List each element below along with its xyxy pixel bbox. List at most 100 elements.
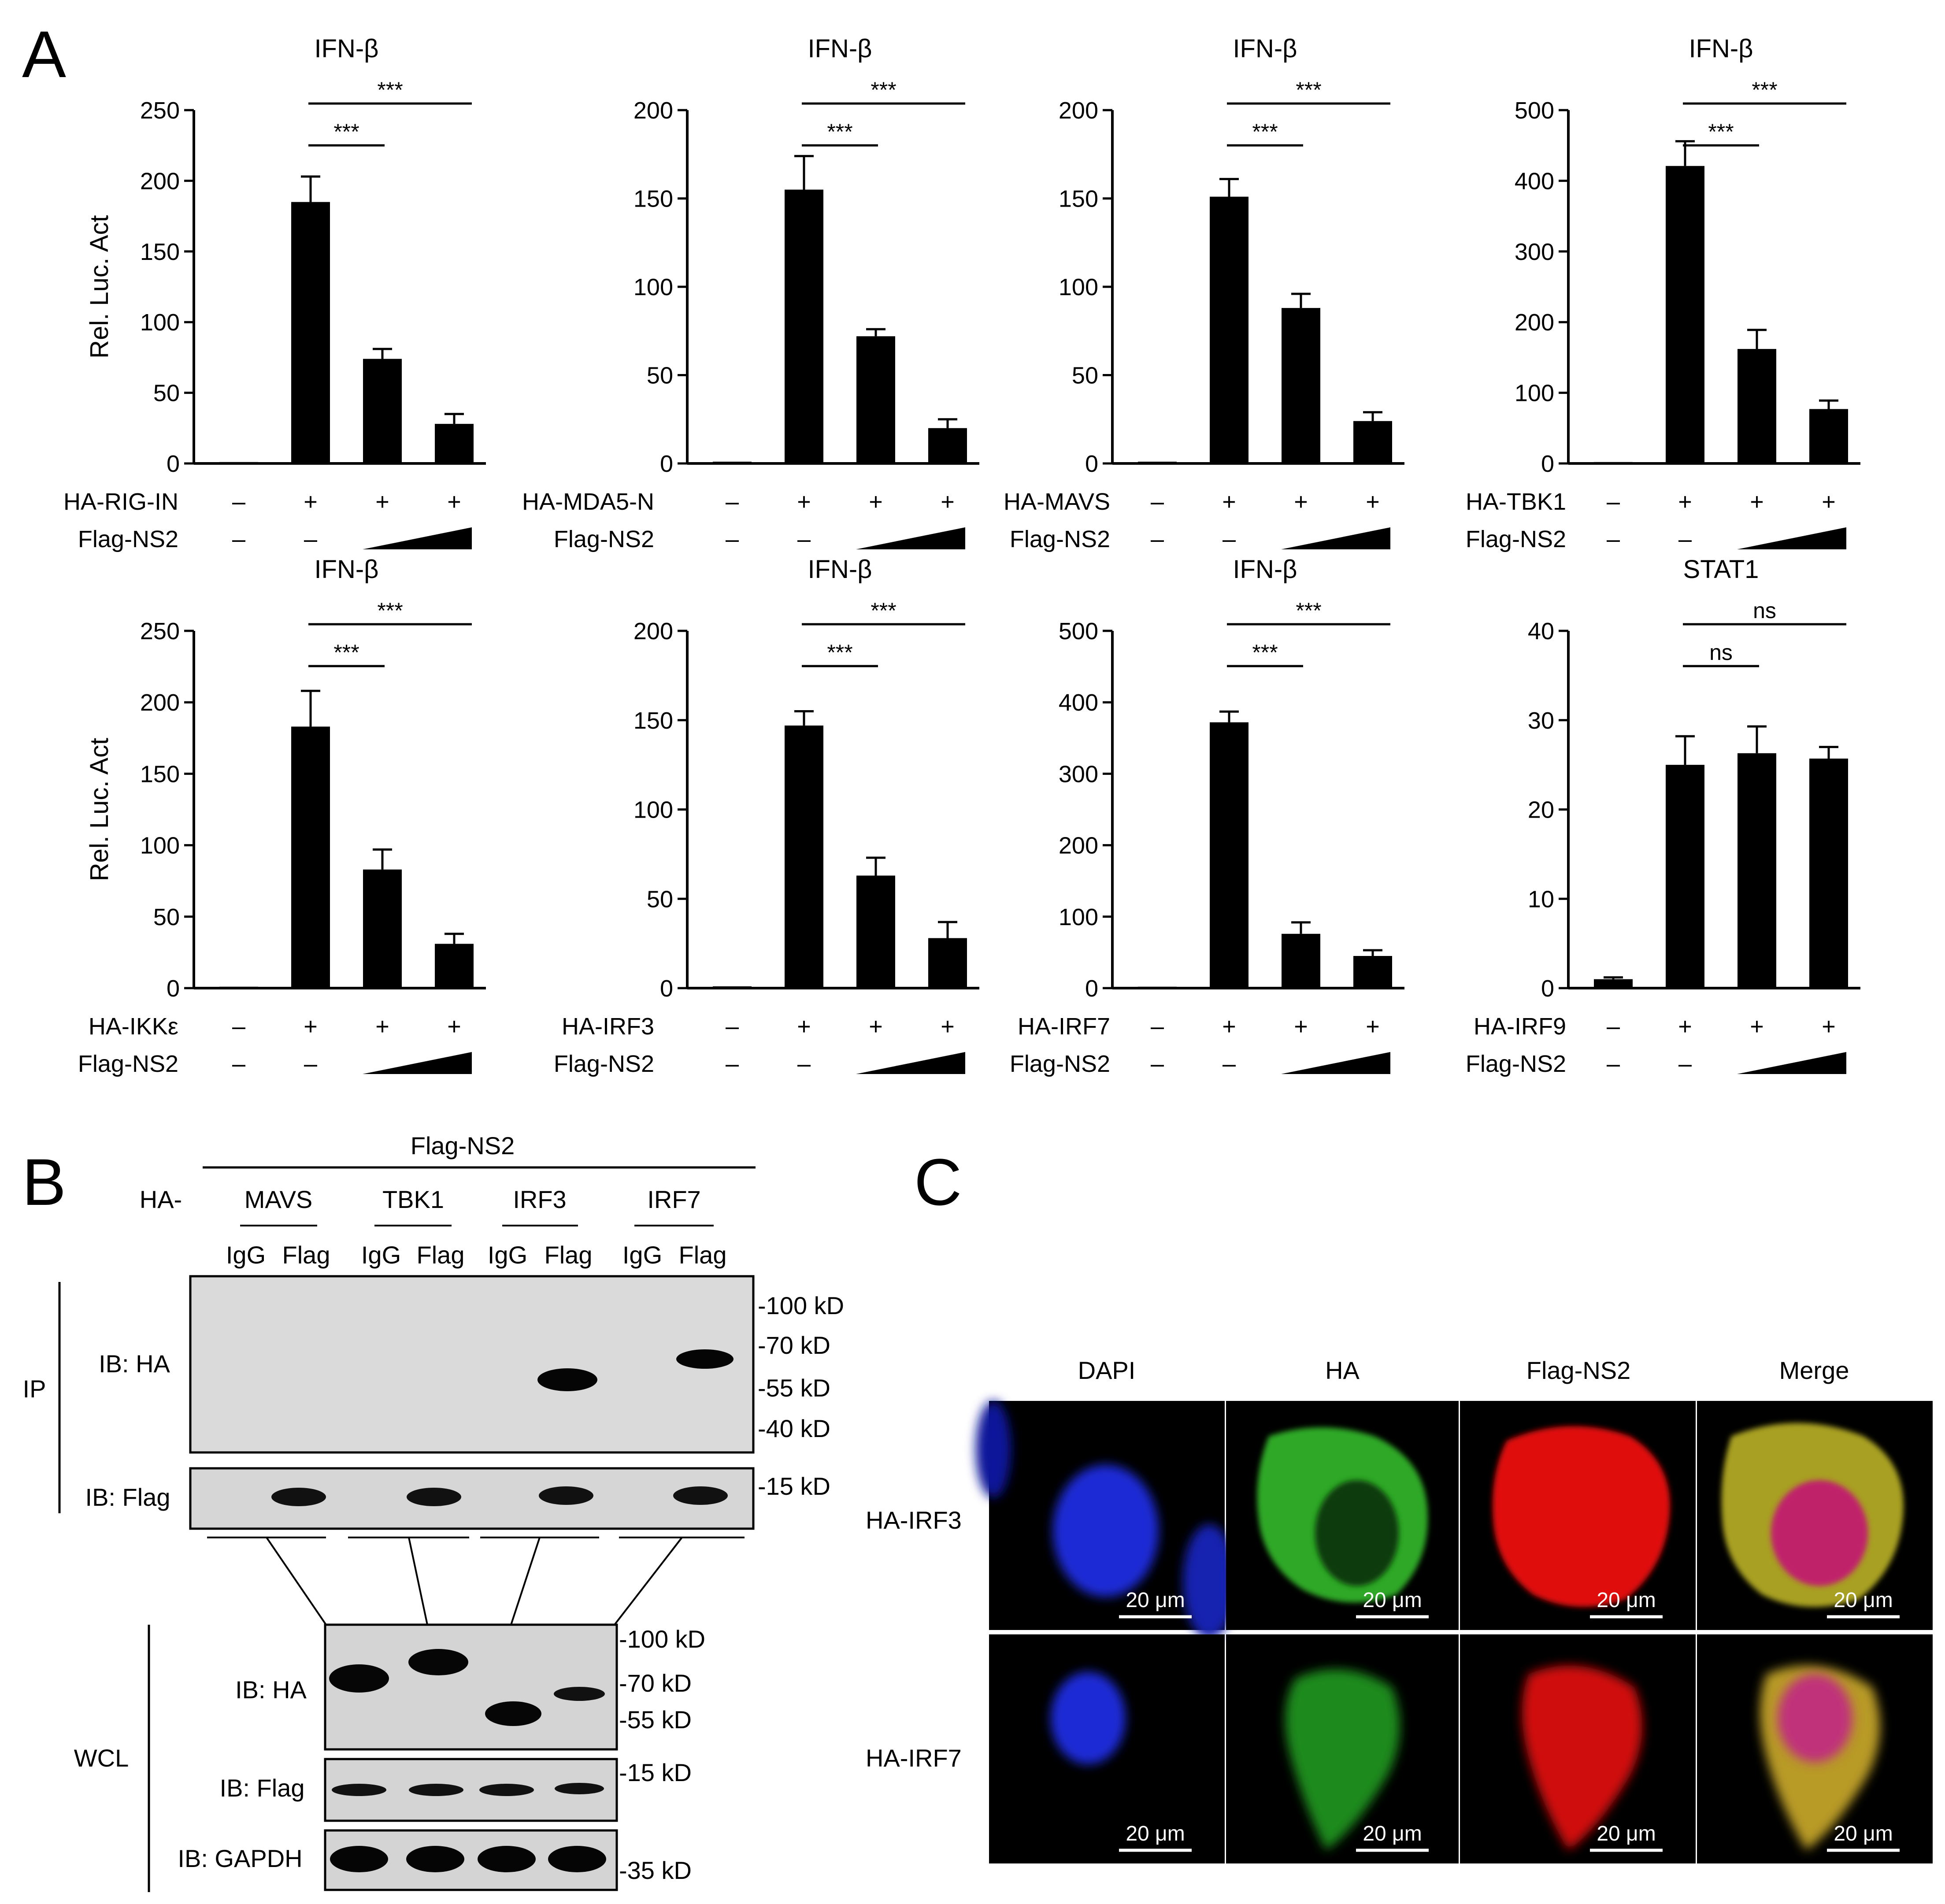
panel-c-microscopy: DAPI HA Flag-NS2 Merge HA-IRF3 HA-IRF7 2… xyxy=(866,1356,1933,1863)
bar xyxy=(1666,765,1704,988)
bar xyxy=(928,938,967,988)
row1-sign: – xyxy=(232,489,245,515)
row2-sign: – xyxy=(797,526,811,552)
row1-sign: + xyxy=(447,489,461,515)
significance-label: *** xyxy=(1752,78,1777,102)
band-wcl-ha-tbk1 xyxy=(408,1649,468,1675)
row-label-flag: Flag-NS2 xyxy=(1010,526,1110,552)
y-tick-label: 50 xyxy=(1072,363,1098,389)
chart-title: IFN-β xyxy=(1233,34,1297,63)
significance-label: *** xyxy=(333,640,359,665)
row-label-flag: Flag-NS2 xyxy=(78,1051,178,1077)
y-tick-label: 0 xyxy=(660,451,673,477)
ip-flag-blot-label: IB: Flag xyxy=(85,1483,170,1511)
bar xyxy=(1282,308,1320,463)
panel-b-western-blots: Flag-NS2 HA- MAVS TBK1 IRF3 IRF7 IgG Fla… xyxy=(23,1132,844,1892)
marker-wcl-ha-70: -70 kD xyxy=(619,1669,692,1697)
scale-bars: 20 μm 20 μm 20 μm 20 μm 20 μm 20 μm 20 μm 20 μm xyxy=(1119,1589,1900,1852)
row1-sign: + xyxy=(797,1013,811,1040)
chart-title: IFN-β xyxy=(808,555,872,584)
significance-label: *** xyxy=(871,598,896,623)
marker-ip-ha-55: -55 kD xyxy=(758,1374,830,1402)
y-tick-label: 500 xyxy=(1059,618,1098,645)
y-tick-label: 200 xyxy=(634,97,673,124)
y-tick-label: 200 xyxy=(140,689,180,716)
band-wcl-gapdh-2 xyxy=(406,1846,464,1872)
row-label-ha: HA-TBK1 xyxy=(1466,489,1566,515)
connector-2 xyxy=(408,1537,428,1625)
y-tick-label: 200 xyxy=(1059,833,1098,859)
chart-5: IFN-β 0 50 100 150 200 250 Rel. Luc. Act *** *** H… xyxy=(78,555,486,1077)
row1-sign: + xyxy=(304,489,318,515)
group-label-mavs: MAVS xyxy=(245,1185,313,1213)
bar xyxy=(363,359,402,463)
lane-label-flag-4: Flag xyxy=(679,1241,727,1269)
bar xyxy=(785,189,823,463)
scale-bar: 20 μm xyxy=(1356,1589,1429,1619)
marker-ip-ha-100: -100 kD xyxy=(758,1292,844,1319)
row1-sign: – xyxy=(1151,1013,1164,1040)
y-tick-label: 200 xyxy=(1515,309,1554,336)
y-tick-label: 150 xyxy=(140,761,180,787)
chart-1: IFN-β 0 50 100 150 200 250 Rel. Luc. Act *** *** H… xyxy=(63,34,486,552)
chart-6: IFN-β 0 50 100 150 200 *** *** HA-IRF3 Flag-NS2 – +… xyxy=(554,555,979,1077)
significance-label: *** xyxy=(377,78,403,102)
scale-bar: 20 μm xyxy=(1119,1822,1192,1852)
row-label-ha: HA-IRF9 xyxy=(1474,1013,1566,1040)
scale-bar-label: 20 μm xyxy=(1126,1589,1185,1612)
bar xyxy=(928,428,967,463)
connector-3 xyxy=(510,1537,541,1625)
ip-label: IP xyxy=(23,1375,46,1403)
significance-label: *** xyxy=(1252,640,1278,665)
bar xyxy=(856,336,895,463)
row2-sign: – xyxy=(232,526,245,552)
marker-wcl-ha-55: -55 kD xyxy=(619,1706,692,1734)
row-label-flag: Flag-NS2 xyxy=(554,1051,654,1077)
y-tick-label: 100 xyxy=(1059,904,1098,930)
row1-sign: – xyxy=(726,489,739,515)
bar xyxy=(1353,956,1392,988)
bar xyxy=(1210,722,1249,988)
chart-title: IFN-β xyxy=(1233,555,1297,584)
band-wcl-ha-irf3 xyxy=(485,1701,541,1726)
band-wcl-flag-3 xyxy=(479,1784,534,1796)
connector-4 xyxy=(614,1537,683,1626)
y-tick-label: 50 xyxy=(647,886,673,912)
band-wcl-ha-irf7 xyxy=(554,1687,605,1701)
row1-sign: + xyxy=(797,489,811,515)
bar xyxy=(219,986,258,988)
wcl-gapdh-blot-label: IB: GAPDH xyxy=(178,1845,302,1872)
row1-sign: + xyxy=(1294,489,1308,515)
scale-bar: 20 μm xyxy=(1356,1822,1429,1852)
row1-sign: + xyxy=(869,1013,883,1040)
y-tick-label: 100 xyxy=(1059,274,1098,300)
panel-label-c: C xyxy=(914,1145,962,1219)
scale-bar: 20 μm xyxy=(1827,1589,1900,1619)
row1-sign: – xyxy=(232,1013,245,1040)
significance-label: *** xyxy=(377,598,403,623)
significance-label: *** xyxy=(871,78,896,102)
bar xyxy=(1594,462,1633,463)
row1-sign: + xyxy=(1222,489,1236,515)
bar xyxy=(1282,933,1320,988)
bar xyxy=(1666,166,1704,463)
y-tick-label: 50 xyxy=(153,380,180,407)
ip-ha-blot-label: IB: HA xyxy=(99,1350,170,1378)
chart-title: IFN-β xyxy=(314,555,378,584)
significance-label: *** xyxy=(827,640,852,665)
significance-label: *** xyxy=(1296,78,1321,102)
y-tick-label: 250 xyxy=(140,97,180,124)
row-label-flag: Flag-NS2 xyxy=(1010,1051,1110,1077)
row1-sign: – xyxy=(1607,489,1620,515)
y-tick-label: 30 xyxy=(1528,708,1554,734)
cell-flag-irf3 xyxy=(1493,1426,1670,1607)
y-tick-label: 150 xyxy=(140,239,180,265)
scale-bar-label: 20 μm xyxy=(1834,1589,1893,1612)
row-label-ha: HA-IKKε xyxy=(89,1013,178,1040)
scale-bar-label: 20 μm xyxy=(1126,1822,1185,1845)
row-label-flag: Flag-NS2 xyxy=(78,526,178,552)
marker-ip-flag-15: -15 kD xyxy=(758,1472,830,1500)
band-ip-flag-tbk1 xyxy=(407,1488,461,1506)
bar xyxy=(291,726,330,988)
nucleus-merge-irf3 xyxy=(1771,1480,1868,1586)
